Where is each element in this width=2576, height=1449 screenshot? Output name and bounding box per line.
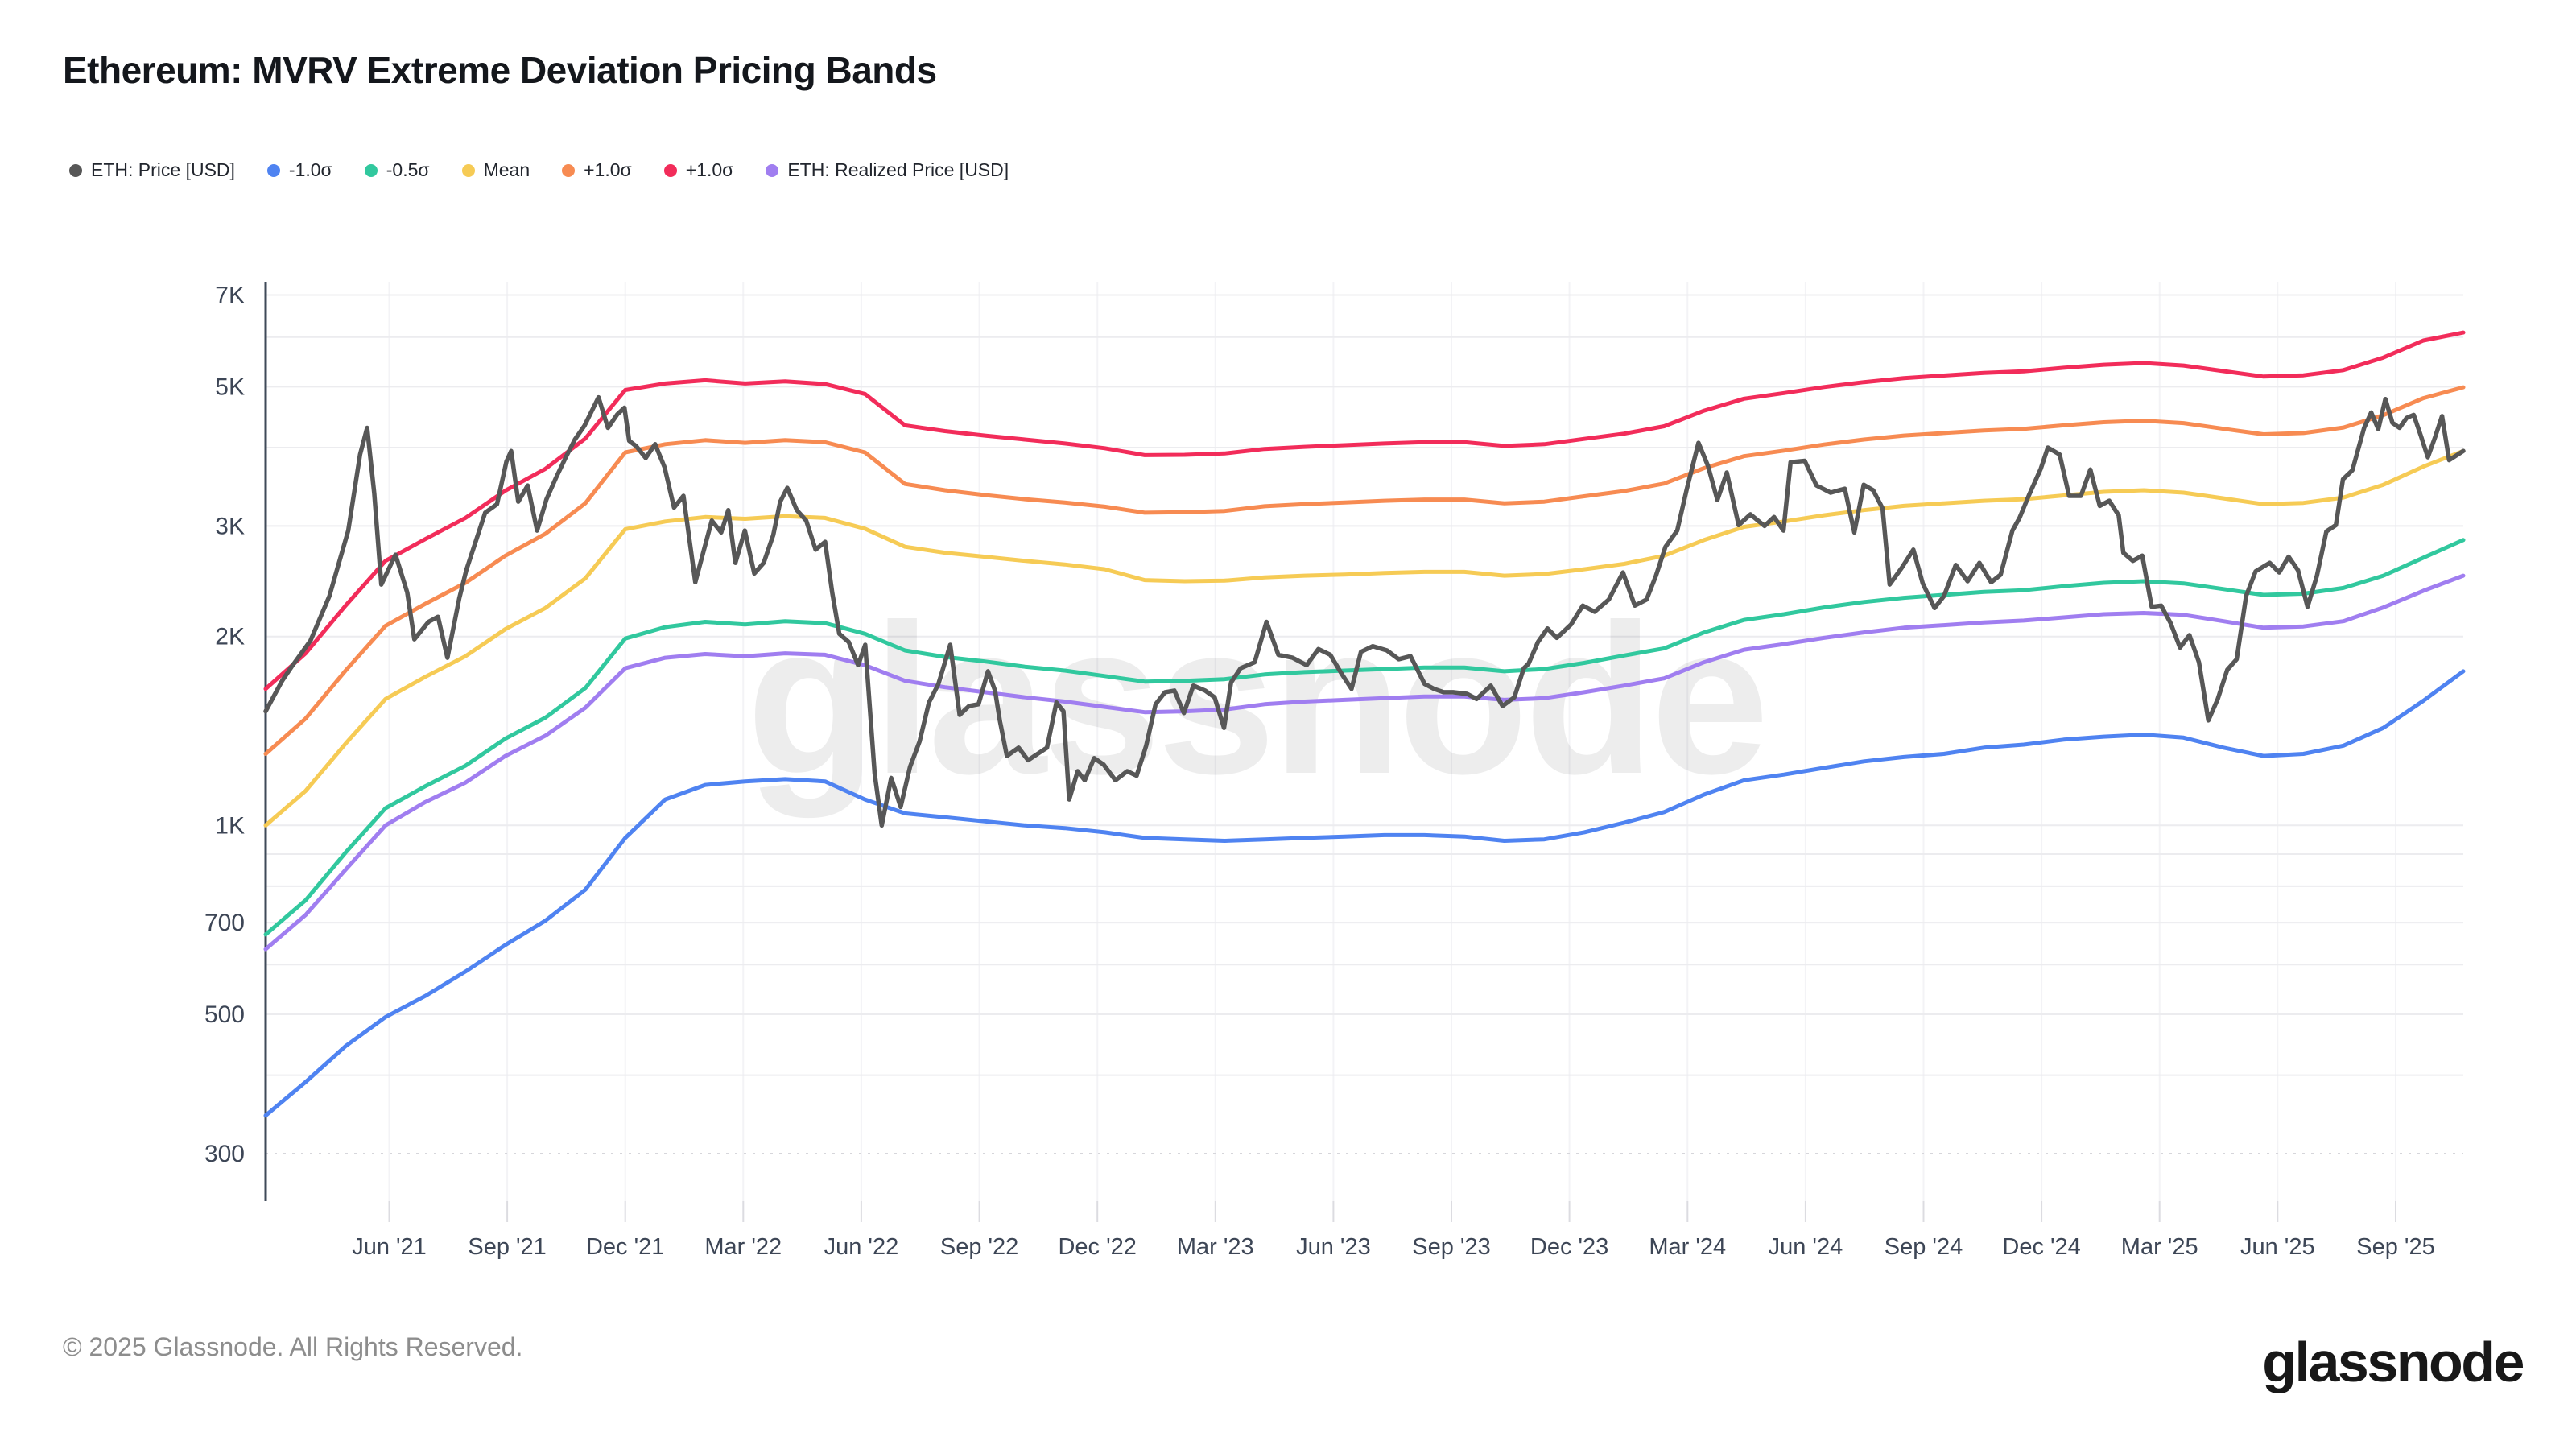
series-line-minus-1-0-sigma <box>263 669 2466 1118</box>
y-axis-label: 5K <box>215 374 245 400</box>
legend-dot-eth-price <box>69 163 82 177</box>
legend-dot-mean <box>461 163 475 177</box>
y-axis-label: 500 <box>204 1001 245 1028</box>
copyright-text: © 2025 Glassnode. All Rights Reserved. <box>63 1332 523 1361</box>
x-axis-label: Dec '22 <box>1058 1234 1136 1260</box>
legend-item-plus-1-0-sigma-red[interactable]: +1.0σ <box>663 159 734 181</box>
legend-item-minus-0-5-sigma[interactable]: -0.5σ <box>364 159 430 181</box>
glassnode-logo[interactable]: glassnode <box>2262 1331 2524 1393</box>
legend-label: Mean <box>483 159 530 180</box>
x-axis-label: Jun '25 <box>2240 1234 2315 1260</box>
legend-label: ETH: Price [USD] <box>91 159 235 180</box>
series-line-plus-1-0-sigma <box>263 385 2466 756</box>
x-axis-label: Sep '25 <box>2356 1234 2434 1260</box>
y-axis-label: 2K <box>215 624 245 650</box>
legend-item-mean[interactable]: Mean <box>461 159 530 181</box>
x-axis-label: Jun '24 <box>1769 1234 1843 1260</box>
legend-label: ETH: Realized Price [USD] <box>787 159 1009 180</box>
x-axis-label: Jun '22 <box>824 1234 899 1260</box>
legend-dot-eth-realized-price <box>766 163 779 177</box>
legend-dot-minus-0-5-sigma <box>364 163 378 177</box>
x-axis-label: Sep '24 <box>1885 1234 1963 1260</box>
series-line-plus-1-0-sigma-red <box>263 330 2466 691</box>
x-axis-label: Jun '21 <box>352 1234 427 1260</box>
legend-label: +1.0σ <box>685 159 734 180</box>
chart-legend: ETH: Price [USD] -1.0σ -0.5σ Mean +1.0σ +1.0σ… <box>69 159 1009 181</box>
x-axis-label: Dec '21 <box>586 1234 664 1260</box>
page-title: Ethereum: MVRV Extreme Deviation Pricing… <box>63 49 937 91</box>
y-axis-label: 7K <box>215 283 245 309</box>
y-axis-label: 700 <box>204 910 245 936</box>
legend-label: +1.0σ <box>584 159 632 180</box>
legend-item-minus-1-0-sigma[interactable]: -1.0σ <box>266 159 332 181</box>
x-axis-label: Mar '24 <box>1649 1234 1726 1260</box>
y-axis-label: 300 <box>204 1141 245 1167</box>
legend-item-eth-realized-price[interactable]: ETH: Realized Price [USD] <box>766 159 1009 181</box>
y-axis-label: 3K <box>215 513 245 539</box>
legend-dot-minus-1-0-sigma <box>266 163 280 177</box>
legend-item-plus-1-0-sigma[interactable]: +1.0σ <box>562 159 632 181</box>
x-axis-label: Mar '25 <box>2121 1234 2198 1260</box>
series-line-eth-price <box>263 394 2466 828</box>
x-axis-label: Dec '24 <box>2002 1234 2080 1260</box>
series-line-eth-realized-price <box>263 573 2466 952</box>
watermark-text: glassnode <box>746 580 1765 819</box>
x-axis-label: Mar '23 <box>1177 1234 1254 1260</box>
x-axis-label: Sep '21 <box>468 1234 546 1260</box>
x-axis-label: Jun '23 <box>1296 1234 1371 1260</box>
x-axis-label: Sep '23 <box>1412 1234 1490 1260</box>
x-axis-label: Dec '23 <box>1530 1234 1608 1260</box>
legend-dot-plus-1-0-sigma <box>562 163 576 177</box>
legend-label: -0.5σ <box>386 159 430 180</box>
legend-label: -1.0σ <box>288 159 332 180</box>
series-line-minus-0-5-sigma <box>263 538 2466 937</box>
legend-item-eth-price[interactable]: ETH: Price [USD] <box>69 159 235 181</box>
x-axis-label: Mar '22 <box>704 1234 782 1260</box>
x-axis-label: Sep '22 <box>940 1234 1018 1260</box>
y-axis-label: 1K <box>215 812 245 839</box>
legend-dot-plus-1-0-sigma-red <box>663 163 677 177</box>
